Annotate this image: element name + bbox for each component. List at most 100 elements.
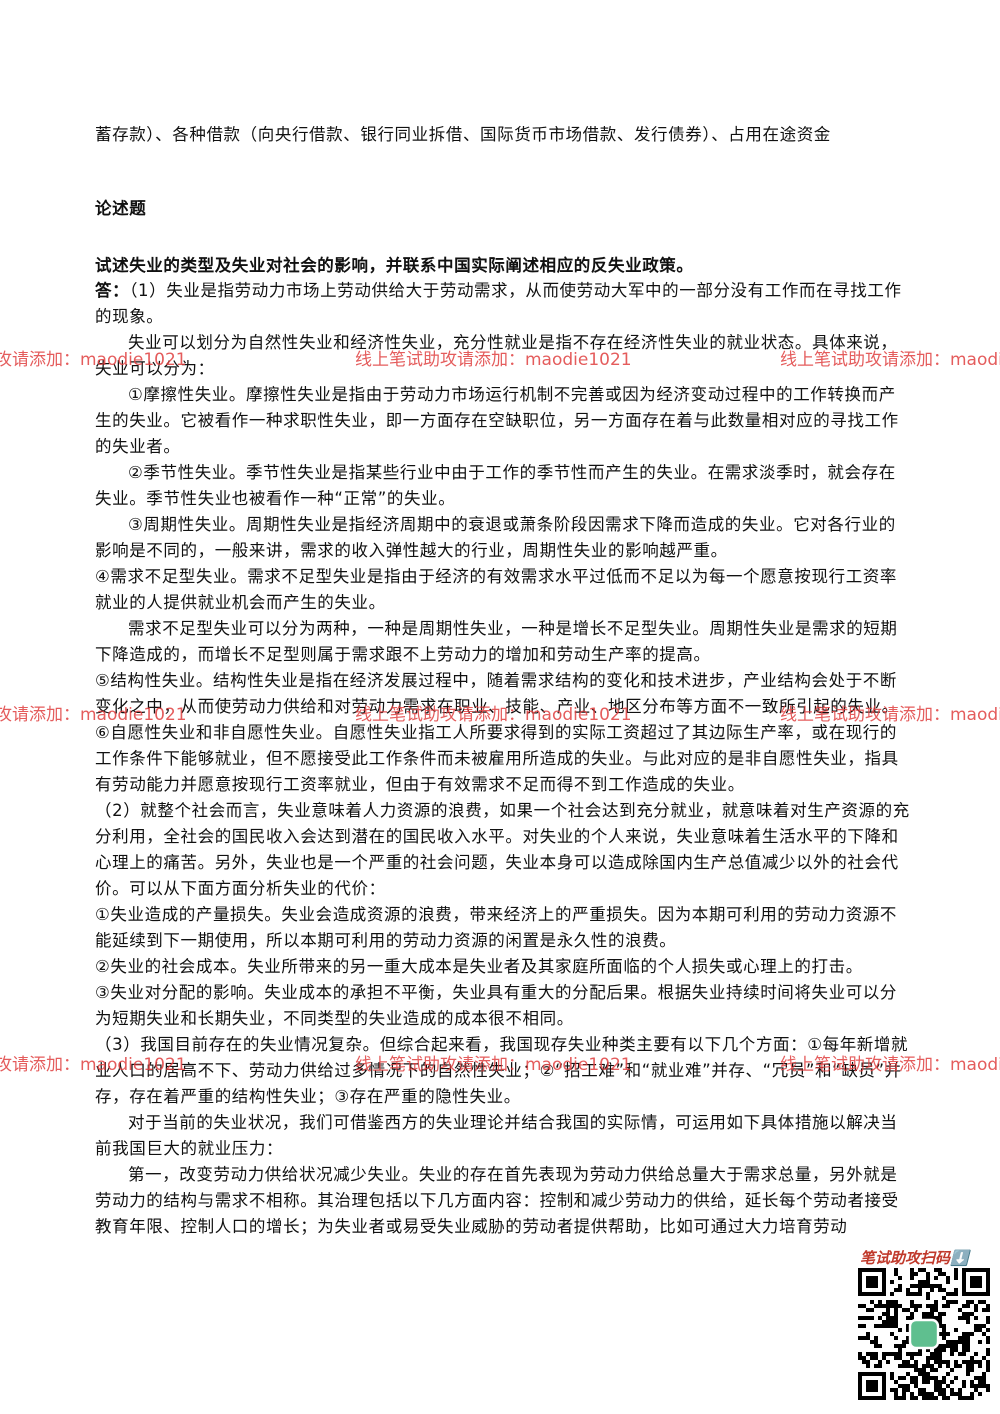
qr-cell — [954, 1268, 958, 1272]
qr-cell — [894, 1288, 898, 1292]
qr-cell — [966, 1396, 970, 1400]
qr-cell — [982, 1356, 986, 1360]
qr-cell — [942, 1332, 946, 1336]
qr-cell — [950, 1344, 954, 1348]
qr-cell — [930, 1376, 934, 1380]
qr-cell — [902, 1308, 906, 1312]
qr-cell — [874, 1340, 878, 1344]
qr-cell — [978, 1360, 982, 1364]
qr-cell — [982, 1372, 986, 1376]
paragraph: ⑤结构性失业。结构性失业是指在经济发展过程中，随着需求结构的变化和技术进步，产业… — [95, 671, 899, 716]
qr-cell — [938, 1380, 942, 1384]
qr-cell — [938, 1388, 942, 1392]
qr-cell — [930, 1396, 934, 1400]
qr-cell — [970, 1384, 974, 1388]
qr-cell — [934, 1300, 938, 1304]
qr-cell — [866, 1352, 870, 1356]
qr-cell — [966, 1340, 970, 1344]
qr-cell — [870, 1300, 874, 1304]
qr-cell — [934, 1384, 938, 1388]
paragraph: 答：（1）失业是指劳动力市场上劳动供给大于劳动需求，从而使劳动大军中的一部分没有… — [95, 278, 910, 330]
qr-cell — [946, 1304, 950, 1308]
qr-cell — [862, 1316, 866, 1320]
qr-cell — [902, 1396, 906, 1400]
qr-cell — [962, 1396, 966, 1400]
qr-cell — [878, 1344, 882, 1348]
qr-cell — [950, 1368, 954, 1372]
qr-cell — [878, 1300, 882, 1304]
qr-cell — [966, 1372, 970, 1376]
qr-cell — [934, 1348, 938, 1352]
qr-cell — [898, 1356, 902, 1360]
qr-cell — [938, 1288, 942, 1292]
qr-cell — [934, 1376, 938, 1380]
watermark: 线上笔试助攻请添加：maodie1021 — [355, 705, 632, 725]
qr-cell — [978, 1384, 982, 1388]
qr-cell — [982, 1332, 986, 1336]
qr-logo — [908, 1318, 940, 1350]
qr-cell — [942, 1380, 946, 1384]
qr-cell — [954, 1364, 958, 1368]
qr-cell — [886, 1352, 890, 1356]
qr-cell — [874, 1344, 878, 1348]
qr-cell — [858, 1304, 862, 1308]
qr-cell — [914, 1284, 918, 1288]
watermark: 线上笔试助攻请添加：maodie1021 — [780, 705, 1000, 725]
qr-cell — [890, 1372, 894, 1376]
qr-cell — [938, 1332, 942, 1336]
qr-cell — [954, 1348, 958, 1352]
paragraph: （2）就整个社会而言，失业意味着人力资源的浪费，如果一个社会达到充分就业，就意味… — [95, 801, 910, 898]
qr-cell — [922, 1372, 926, 1376]
qr-cell — [946, 1372, 950, 1376]
qr-cell — [938, 1364, 942, 1368]
qr-cell — [858, 1316, 862, 1320]
qr-cell — [954, 1376, 958, 1380]
qr-cell — [922, 1268, 926, 1272]
qr-cell — [926, 1380, 930, 1384]
qr-cell — [962, 1316, 966, 1320]
qr-cell — [866, 1332, 870, 1336]
qr-cell — [930, 1308, 934, 1312]
qr-cell — [954, 1292, 958, 1296]
qr-cell — [878, 1360, 882, 1364]
qr-finder — [866, 1276, 878, 1288]
qr-cell — [922, 1364, 926, 1368]
qr-cell — [866, 1336, 870, 1340]
qr-cell — [882, 1304, 886, 1308]
qr-cell — [946, 1396, 950, 1400]
qr-cell — [926, 1396, 930, 1400]
qr-cell — [930, 1368, 934, 1372]
watermark: 线上笔试助攻请添加：maodie1021 — [355, 350, 632, 370]
qr-cell — [966, 1348, 970, 1352]
qr-cell — [906, 1352, 910, 1356]
qr-cell — [858, 1336, 862, 1340]
qr-cell — [946, 1332, 950, 1336]
qr-cell — [882, 1356, 886, 1360]
answer-label: 答： — [95, 281, 130, 300]
qr-cell — [954, 1360, 958, 1364]
qr-cell — [898, 1396, 902, 1400]
qr-cell — [862, 1336, 866, 1340]
paragraph: ③周期性失业。周期性失业是指经济周期中的衰退或萧条阶段因需求下降而造成的失业。它… — [95, 515, 896, 560]
qr-cell — [894, 1320, 898, 1324]
qr-cell — [926, 1312, 930, 1316]
qr-cell — [986, 1364, 990, 1368]
qr-cell — [926, 1304, 930, 1308]
qr-cell — [894, 1344, 898, 1348]
qr-cell — [934, 1284, 938, 1288]
qr-cell — [986, 1388, 990, 1392]
qr-cell — [878, 1316, 882, 1320]
qr-cell — [902, 1392, 906, 1396]
qr-cell — [918, 1304, 922, 1308]
qr-cell — [954, 1300, 958, 1304]
qr-cell — [890, 1292, 894, 1296]
qr-cell — [858, 1352, 862, 1356]
qr-cell — [950, 1392, 954, 1396]
qr-cell — [894, 1336, 898, 1340]
qr-cell — [950, 1388, 954, 1392]
qr-cell — [942, 1288, 946, 1292]
paragraph: ③失业对分配的影响。失业成本的承担不平衡，失业具有重大的分配后果。根据失业持续时… — [95, 983, 897, 1028]
qr-cell — [922, 1312, 926, 1316]
qr-cell — [934, 1356, 938, 1360]
